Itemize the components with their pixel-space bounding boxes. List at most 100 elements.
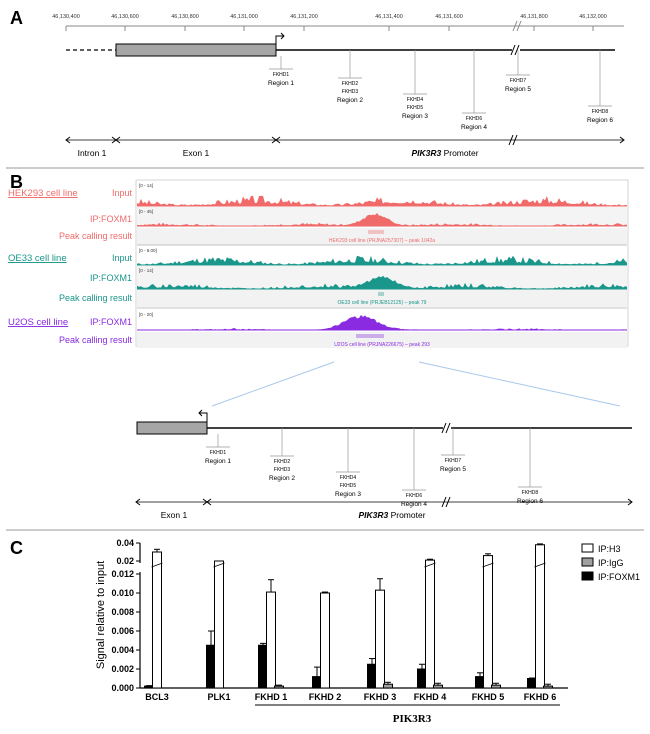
coordinate-label: 46,131,200 [290,14,318,20]
track-label: Peak calling result [59,293,133,303]
peak-track-background [137,290,627,307]
y-tick-label: 0.012 [111,569,134,579]
bar-ip-igg [433,684,443,689]
fkhd-site-label: FKHD6 [406,493,423,499]
tss-arrow-icon [198,409,208,422]
zoom-promoter-label: PIK3R3 Promoter [358,510,425,520]
region-name: Region 3 [402,113,428,120]
fkhd-site-label: FKHD4 [407,97,424,103]
track-label: Input [112,253,133,263]
track-label: IP:FOXM1 [90,273,132,283]
fkhd-site-label: FKHD5 [340,483,357,489]
chip-qpcr-bar-chart: Signal relative to input PIK3R3 0.000 0.0… [95,538,640,725]
track-label: Peak calling result [59,231,133,241]
fkhd-site-label: FKHD3 [274,467,291,473]
bar-ip-h3 [425,559,435,689]
region-name: Region 5 [505,86,531,93]
coordinate-label: 46,131,800 [520,14,548,20]
peak-call-box [356,334,384,338]
panel-c-label: C [10,538,23,558]
region-name: Region 5 [440,466,466,473]
track-label: Input [112,188,133,198]
promoter-label: PIK3R3 Promoter [411,148,478,158]
peak-call-box [368,230,384,234]
peak-track-background [137,332,627,348]
fkhd-site-label: FKHD8 [522,490,539,496]
bar-ip-h3 [375,589,385,689]
peak-calling-caption: HEK293 cell line (PRJNA257307) – peak 10… [329,238,435,244]
region-name: Region 6 [517,498,543,505]
x-tick-label: PLK1 [207,692,230,702]
coordinate-label: 46,131,400 [375,14,403,20]
panel-b-label: B [10,172,23,192]
y-tick-label: 0.04 [116,538,134,548]
zoom-exon-box [136,421,208,435]
legend-label: IP:IgG [598,558,624,568]
coordinate-axis: 46,130,400 46,130,600 46,130,800 46,131,000… [52,14,624,32]
legend-swatch [581,571,594,581]
x-tick-label: FKHD 6 [524,692,557,702]
region-name: Region 4 [401,501,427,508]
legend-label: IP:FOXM1 [598,572,640,582]
x-tick-label: FKHD 5 [472,692,505,702]
panel-a-label: A [10,8,23,28]
x-axis-group-label: PIK3R3 [393,713,432,725]
axis-break-icon [510,44,520,56]
segment-row-a: Intron 1 Exon 1 PIK3R3 Promoter [65,134,625,158]
coordinate-label: 46,132,000 [579,14,607,20]
track-scale: [0 - 14] [139,268,153,273]
y-tick-label: 0.002 [111,664,134,674]
signal-track [137,255,627,265]
x-tick-label: FKHD 3 [364,692,397,702]
bar-ip-igg [274,685,284,689]
region-name: Region 2 [269,475,295,482]
fkhd-site-label: FKHD5 [407,105,424,111]
y-tick-label: 0.008 [111,607,134,617]
x-tick-label: FKHD 2 [309,692,342,702]
region-name: Region 6 [587,117,613,124]
region-name: Region 3 [335,491,361,498]
fkhd-site-label: FKHD7 [445,458,462,464]
y-tick-label: 0.000 [111,683,134,693]
fkhd-site-label: FKHD8 [592,109,609,115]
bar-ip-h3 [152,551,162,689]
fkhd-site-label: FKHD7 [510,78,527,84]
zoom-exon-label: Exon 1 [161,510,188,520]
peak-calling-caption: U2OS cell line (PRJNA226675) – peak 293 [334,342,430,348]
exon-box [115,43,277,57]
zoom-connector-left [211,361,335,407]
track-label: Peak calling result [59,335,133,345]
bar-ip-igg [543,685,553,689]
fkhd-site-label: FKHD4 [340,475,357,481]
segment-row-b: Exon 1 PIK3R3 Promoter [135,496,633,520]
axis-break-icon [441,422,451,434]
legend-swatch [581,557,594,567]
region-name: Region 1 [268,80,294,87]
gene-model-a [66,32,615,57]
track-label: IP:FOXM1 [90,317,132,327]
y-tick-label: 0.02 [116,556,134,566]
gene-model-b [136,409,632,435]
track-scale: [0 - 14] [139,183,153,188]
region-markers-a: FKHD1 Region 1 FKHD2 FKHD3 Region 2 FKHD4 FKHD… [268,50,613,131]
track-scale: [0 - 20] [139,312,153,317]
fkhd-site-label: FKHD2 [274,459,291,465]
y-tick-label: 0.010 [111,588,134,598]
fkhd-site-label: FKHD1 [210,450,227,456]
y-axis-title: Signal relative to input [95,561,107,669]
intron-label: Intron 1 [78,148,107,158]
track-scale: [0 - 45] [139,209,153,214]
coordinate-label: 46,131,600 [435,14,463,20]
signal-track [137,213,627,226]
coordinate-label: 46,130,800 [171,14,199,20]
bar-ip-igg [491,684,501,689]
fkhd-site-label: FKHD1 [273,72,290,78]
fkhd-site-label: FKHD3 [342,89,359,95]
y-tick-label: 0.006 [111,626,134,636]
coordinate-label: 46,130,400 [52,14,80,20]
region-name: Region 2 [337,97,363,104]
cell-line-label: HEK293 cell line [8,188,78,199]
bar-ip-h3 [483,555,493,689]
signal-track [137,275,627,289]
fkhd-site-label: FKHD2 [342,81,359,87]
